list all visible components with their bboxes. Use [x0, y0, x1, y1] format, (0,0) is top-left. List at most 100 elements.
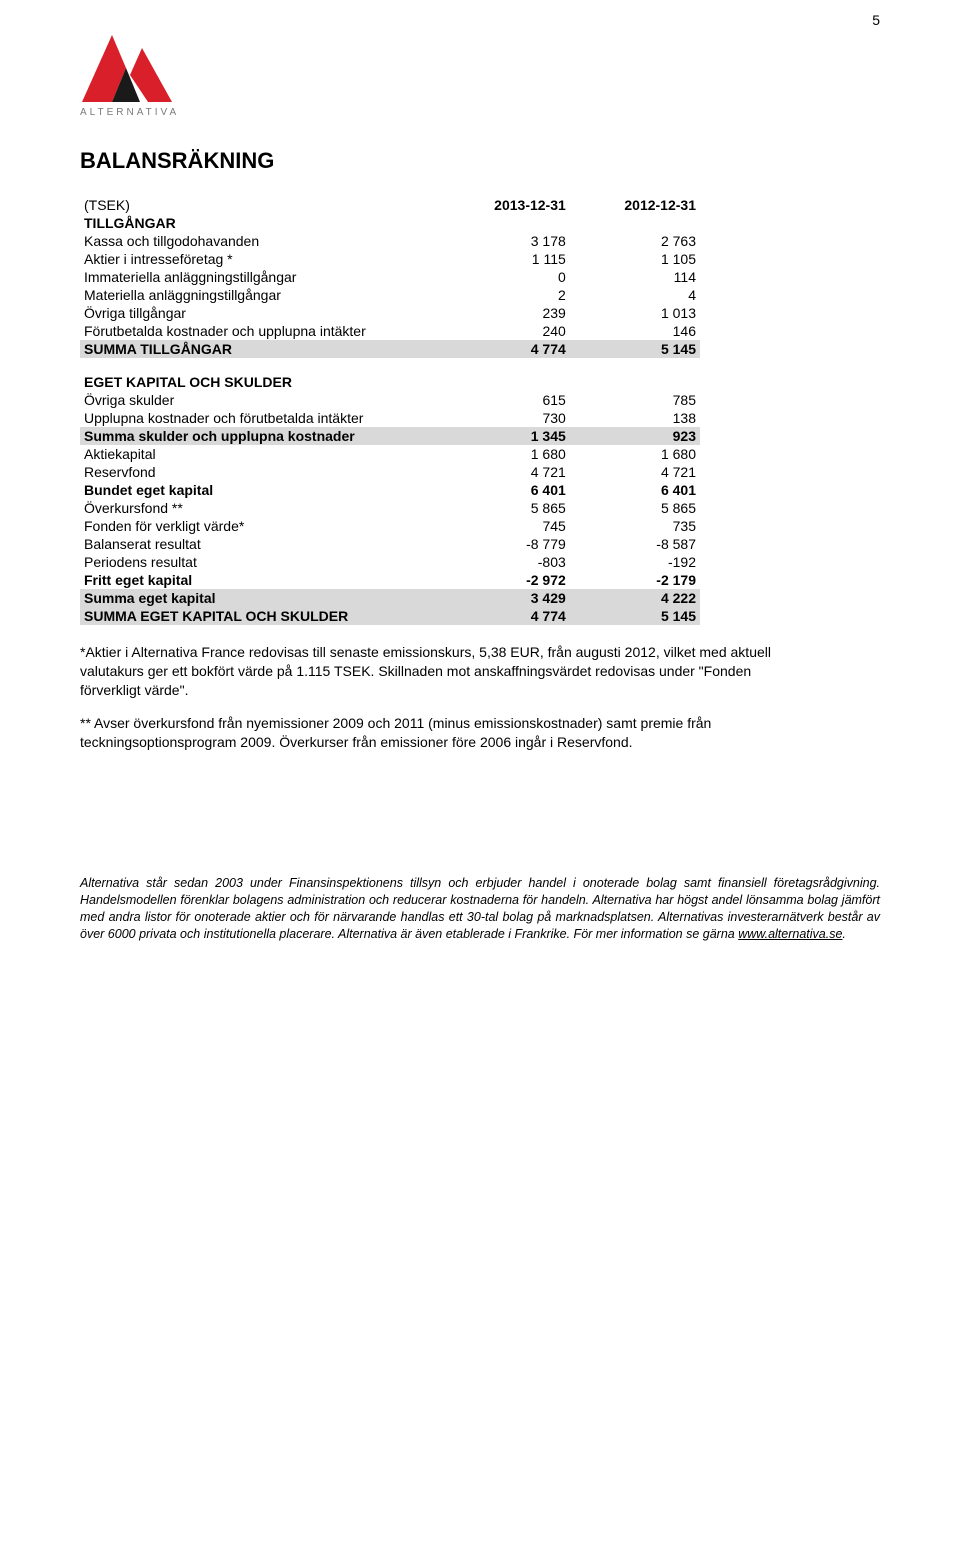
row-value-2: 1 105 — [570, 250, 700, 268]
row-value-2: 114 — [570, 268, 700, 286]
row-value-1: 730 — [440, 409, 570, 427]
row-value-2: 4 — [570, 286, 700, 304]
row-value-1: 745 — [440, 517, 570, 535]
data-row: Fonden för verkligt värde*745735 — [80, 517, 700, 535]
row-label: Bundet eget kapital — [80, 481, 440, 499]
summary-row: Summa skulder och upplupna kostnader1 34… — [80, 427, 700, 445]
row-value-1 — [440, 358, 570, 391]
row-value-1: 2013-12-31 — [440, 196, 570, 214]
data-row: Aktiekapital1 6801 680 — [80, 445, 700, 463]
row-label: Upplupna kostnader och förutbetalda intä… — [80, 409, 440, 427]
row-value-1 — [440, 214, 570, 232]
data-row: Aktier i intresseföretag *1 1151 105 — [80, 250, 700, 268]
row-value-2: -192 — [570, 553, 700, 571]
data-row: Immateriella anläggningstillgångar0114 — [80, 268, 700, 286]
data-row: Övriga skulder615785 — [80, 391, 700, 409]
row-value-1: 0 — [440, 268, 570, 286]
section-header: EGET KAPITAL OCH SKULDER — [80, 358, 700, 391]
row-value-1: 5 865 — [440, 499, 570, 517]
row-value-2: 1 013 — [570, 304, 700, 322]
row-label: SUMMA EGET KAPITAL OCH SKULDER — [80, 607, 440, 625]
row-label: Övriga tillgångar — [80, 304, 440, 322]
row-value-1: 1 115 — [440, 250, 570, 268]
row-label: Summa skulder och upplupna kostnader — [80, 427, 440, 445]
row-label: Summa eget kapital — [80, 589, 440, 607]
row-label: Förutbetalda kostnader och upplupna intä… — [80, 322, 440, 340]
row-value-2 — [570, 214, 700, 232]
row-value-2: 5 145 — [570, 607, 700, 625]
balance-sheet-table: (TSEK)2013-12-312012-12-31TILLGÅNGARKass… — [80, 196, 700, 625]
row-label: (TSEK) — [80, 196, 440, 214]
footer-link[interactable]: www.alternativa.se — [738, 927, 842, 941]
row-value-1: 240 — [440, 322, 570, 340]
row-value-1: 3 429 — [440, 589, 570, 607]
row-value-2: 6 401 — [570, 481, 700, 499]
row-value-2: 5 865 — [570, 499, 700, 517]
data-row: Upplupna kostnader och förutbetalda intä… — [80, 409, 700, 427]
row-value-1: -803 — [440, 553, 570, 571]
row-value-2: 923 — [570, 427, 700, 445]
row-value-2: -2 179 — [570, 571, 700, 589]
row-label: Överkursfond ** — [80, 499, 440, 517]
row-value-1: 1 680 — [440, 445, 570, 463]
subtotal-row: Fritt eget kapital-2 972-2 179 — [80, 571, 700, 589]
row-label: Fritt eget kapital — [80, 571, 440, 589]
row-value-1: 2 — [440, 286, 570, 304]
footer-text: Alternativa står sedan 2003 under Finans… — [0, 805, 960, 983]
logo-text: ALTERNATIVA — [80, 107, 960, 118]
data-row: Överkursfond **5 8655 865 — [80, 499, 700, 517]
row-value-2: -8 587 — [570, 535, 700, 553]
footer-tail: . — [842, 927, 845, 941]
row-value-1: 1 345 — [440, 427, 570, 445]
row-label: Övriga skulder — [80, 391, 440, 409]
row-label: Periodens resultat — [80, 553, 440, 571]
row-value-2 — [570, 358, 700, 391]
footnote-1: *Aktier i Alternativa France redovisas t… — [80, 643, 800, 700]
subtotal-row: Bundet eget kapital6 4016 401 — [80, 481, 700, 499]
row-value-1: 615 — [440, 391, 570, 409]
row-label: SUMMA TILLGÅNGAR — [80, 340, 440, 358]
logo: ALTERNATIVA — [0, 0, 960, 118]
alternativa-logo-icon — [80, 30, 175, 105]
row-value-1: 3 178 — [440, 232, 570, 250]
row-label: EGET KAPITAL OCH SKULDER — [80, 358, 440, 391]
row-value-2: 735 — [570, 517, 700, 535]
row-value-1: -2 972 — [440, 571, 570, 589]
page-number: 5 — [872, 12, 880, 28]
row-label: Aktiekapital — [80, 445, 440, 463]
data-row: Materiella anläggningstillgångar24 — [80, 286, 700, 304]
row-value-2: 146 — [570, 322, 700, 340]
row-value-2: 138 — [570, 409, 700, 427]
row-value-1: 4 774 — [440, 607, 570, 625]
summary-row: SUMMA TILLGÅNGAR4 7745 145 — [80, 340, 700, 358]
row-label: Reservfond — [80, 463, 440, 481]
row-label: Kassa och tillgodohavanden — [80, 232, 440, 250]
data-row: Kassa och tillgodohavanden3 1782 763 — [80, 232, 700, 250]
row-label: Fonden för verkligt värde* — [80, 517, 440, 535]
row-value-1: -8 779 — [440, 535, 570, 553]
row-label: TILLGÅNGAR — [80, 214, 440, 232]
section-header: TILLGÅNGAR — [80, 214, 700, 232]
row-value-2: 4 721 — [570, 463, 700, 481]
row-value-2: 1 680 — [570, 445, 700, 463]
data-row: Reservfond4 7214 721 — [80, 463, 700, 481]
page-title: BALANSRÄKNING — [80, 148, 880, 174]
row-value-2: 5 145 — [570, 340, 700, 358]
row-value-1: 6 401 — [440, 481, 570, 499]
data-row: Förutbetalda kostnader och upplupna intä… — [80, 322, 700, 340]
data-row: Balanserat resultat-8 779-8 587 — [80, 535, 700, 553]
footnote-2: ** Avser överkursfond från nyemissioner … — [80, 714, 800, 752]
row-value-1: 4 774 — [440, 340, 570, 358]
row-value-2: 4 222 — [570, 589, 700, 607]
data-row: Periodens resultat-803-192 — [80, 553, 700, 571]
summary-row: Summa eget kapital3 4294 222 — [80, 589, 700, 607]
row-label: Immateriella anläggningstillgångar — [80, 268, 440, 286]
row-value-2: 2012-12-31 — [570, 196, 700, 214]
row-value-2: 2 763 — [570, 232, 700, 250]
row-label: Materiella anläggningstillgångar — [80, 286, 440, 304]
table-header-row: (TSEK)2013-12-312012-12-31 — [80, 196, 700, 214]
row-value-1: 4 721 — [440, 463, 570, 481]
row-label: Balanserat resultat — [80, 535, 440, 553]
summary-row: SUMMA EGET KAPITAL OCH SKULDER4 7745 145 — [80, 607, 700, 625]
data-row: Övriga tillgångar2391 013 — [80, 304, 700, 322]
